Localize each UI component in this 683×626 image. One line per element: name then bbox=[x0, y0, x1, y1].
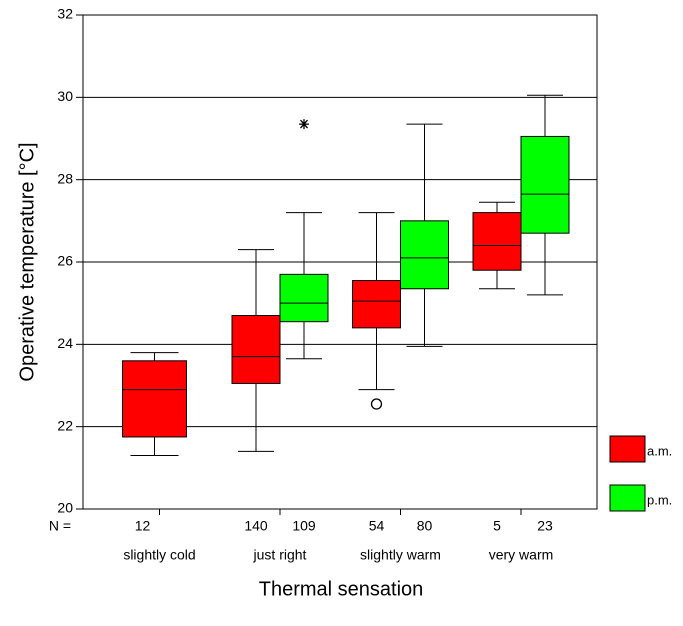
box bbox=[472, 212, 522, 271]
y-axis-label: Operative temperature [°C] bbox=[16, 142, 38, 381]
box bbox=[279, 273, 329, 323]
y-tick-label: 26 bbox=[57, 253, 73, 269]
n-value: 23 bbox=[537, 518, 553, 534]
legend-swatch bbox=[609, 435, 646, 463]
x-tick-label: just right bbox=[253, 547, 307, 563]
n-value: 140 bbox=[244, 518, 268, 534]
box bbox=[520, 135, 570, 234]
outlier bbox=[370, 398, 383, 410]
x-tick-label: slightly cold bbox=[123, 547, 195, 563]
x-tick-label: very warm bbox=[489, 547, 554, 563]
box bbox=[122, 360, 187, 438]
x-axis-label: Thermal sensation bbox=[259, 578, 424, 600]
legend-swatch bbox=[609, 484, 646, 512]
n-label: N = bbox=[49, 518, 71, 534]
y-tick-label: 20 bbox=[57, 500, 73, 516]
box bbox=[231, 315, 281, 384]
plot-frame bbox=[82, 14, 598, 510]
y-tick-label: 24 bbox=[57, 335, 73, 351]
box bbox=[400, 220, 449, 290]
n-value: 109 bbox=[292, 518, 316, 534]
n-value: 80 bbox=[417, 518, 433, 534]
y-tick-label: 32 bbox=[57, 6, 73, 22]
y-tick-label: 22 bbox=[57, 417, 73, 433]
n-value: 54 bbox=[369, 518, 385, 534]
extreme bbox=[299, 119, 309, 130]
y-tick-label: 30 bbox=[57, 88, 73, 104]
box bbox=[352, 280, 401, 329]
n-value: 5 bbox=[493, 518, 501, 534]
legend-label: a.m. bbox=[647, 443, 672, 458]
y-tick-label: 28 bbox=[57, 170, 73, 186]
x-tick-label: slightly warm bbox=[360, 547, 441, 563]
n-value: 12 bbox=[135, 518, 151, 534]
legend-label: p.m. bbox=[647, 492, 672, 507]
